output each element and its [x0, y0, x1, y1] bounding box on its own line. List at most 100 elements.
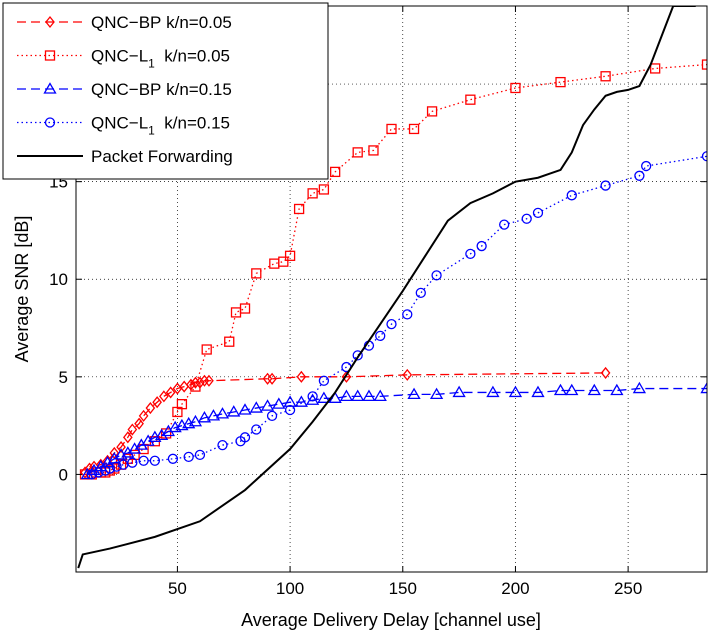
data-point — [701, 59, 707, 70]
data-point — [318, 375, 330, 386]
data-point — [251, 424, 262, 435]
series-layer — [77, 6, 707, 569]
legend-label-main: QNC−BP — [91, 80, 161, 99]
data-point — [86, 469, 97, 480]
data-point — [194, 449, 206, 461]
data-point — [555, 76, 566, 88]
legend-label-main: QNC−L — [91, 114, 148, 133]
legend-label-3: QNC−BP k/n=0.15 — [91, 80, 232, 99]
x-tick-label: 200 — [501, 579, 529, 598]
data-point — [532, 207, 544, 219]
data-point — [129, 449, 140, 461]
data-point — [176, 399, 188, 410]
data-point — [100, 465, 111, 476]
data-point — [141, 434, 155, 446]
data-point — [138, 409, 149, 422]
data-point — [465, 94, 476, 105]
data-point — [249, 401, 263, 413]
y-tick-label: 0 — [59, 465, 68, 484]
data-point — [152, 396, 162, 409]
data-point — [121, 446, 135, 458]
data-point — [307, 188, 318, 199]
data-point — [183, 451, 194, 462]
data-point — [251, 268, 262, 279]
legend: QNC−BP k/n=0.05 QNC−L1 k/n=0.05 QNC−BP k/n… — [2, 2, 329, 180]
data-point — [296, 370, 307, 383]
data-point — [352, 147, 363, 158]
data-point — [201, 344, 212, 355]
data-point — [318, 184, 330, 195]
data-point — [339, 389, 354, 401]
legend-label-main: QNC−L — [91, 47, 148, 66]
data-point — [284, 250, 296, 261]
legend-label-sub: 1 — [148, 57, 155, 71]
data-point — [109, 446, 120, 459]
data-point — [149, 455, 161, 466]
data-point — [127, 442, 142, 454]
legend-label-tail: k/n=0.05 — [161, 13, 231, 32]
data-point — [415, 287, 426, 299]
data-point — [294, 395, 308, 407]
data-point — [80, 467, 94, 480]
data-point — [362, 389, 376, 401]
series-3 — [80, 381, 707, 480]
data-point — [429, 387, 444, 400]
data-point — [587, 383, 601, 396]
data-point — [368, 145, 379, 156]
data-point — [134, 438, 148, 450]
data-point — [227, 405, 241, 417]
data-point — [260, 399, 275, 411]
data-point — [116, 441, 126, 454]
legend-label-2: QNC−L1 k/n=0.05 — [91, 47, 230, 71]
series-line-3 — [86, 387, 707, 475]
data-point — [510, 82, 521, 94]
x-tick-label: 50 — [168, 579, 187, 598]
x-tick-label: 100 — [276, 579, 304, 598]
x-axis-label: Average Delivery Delay [channel use] — [241, 610, 541, 630]
legend-label-tail: k/n=0.15 — [155, 114, 230, 133]
data-point — [508, 385, 523, 398]
data-point — [426, 106, 438, 117]
data-point — [431, 270, 442, 281]
data-point — [266, 410, 278, 422]
data-point — [600, 180, 611, 191]
y-axis-label: Average SNR [dB] — [12, 216, 32, 363]
data-point — [531, 385, 545, 398]
data-point — [238, 403, 252, 415]
data-point — [224, 336, 235, 347]
data-point — [476, 240, 487, 252]
data-point — [138, 455, 149, 466]
data-point — [351, 389, 365, 401]
legend-marker-3 — [43, 82, 57, 94]
data-point — [600, 366, 611, 379]
data-point — [373, 389, 387, 401]
data-point — [634, 170, 645, 181]
series-line-2 — [85, 63, 707, 476]
data-point — [161, 424, 176, 437]
data-point — [104, 463, 115, 474]
legend-label-tail: k/n=0.15 — [161, 80, 231, 99]
data-point — [499, 219, 510, 230]
data-point — [284, 404, 296, 416]
data-point — [521, 213, 532, 224]
data-point — [701, 151, 707, 162]
legend-label-5: Packet Forwarding — [91, 147, 233, 166]
data-point — [215, 407, 230, 419]
legend-marker-4 — [44, 117, 56, 128]
data-point — [465, 248, 476, 260]
data-point — [267, 372, 277, 385]
data-point — [553, 383, 568, 396]
data-point — [93, 467, 104, 478]
data-point — [206, 409, 221, 421]
plot-frame — [75, 5, 708, 573]
data-point — [217, 439, 228, 451]
data-point — [386, 123, 397, 135]
data-point — [641, 160, 652, 172]
data-point — [159, 390, 169, 403]
data-point — [272, 397, 286, 409]
data-point — [134, 417, 144, 430]
data-point — [650, 63, 661, 74]
data-point — [341, 370, 352, 383]
data-point — [293, 203, 305, 215]
